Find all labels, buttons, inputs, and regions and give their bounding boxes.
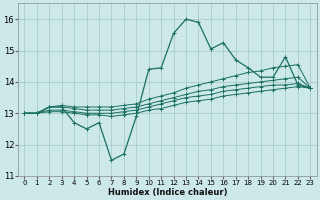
X-axis label: Humidex (Indice chaleur): Humidex (Indice chaleur) <box>108 188 227 197</box>
